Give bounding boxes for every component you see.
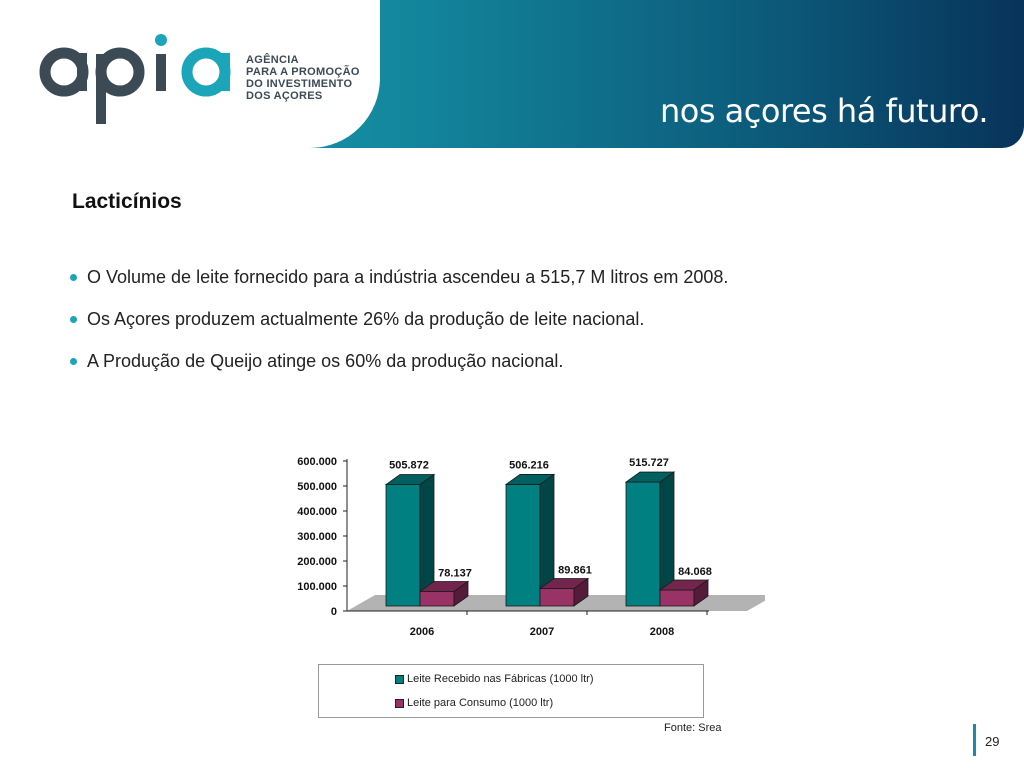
legend-label: Leite Recebido nas Fábricas (1000 ltr) [407, 673, 594, 685]
y-tick-label: 300.000 [297, 531, 337, 543]
header-banner: AGÊNCIA PARA A PROMOÇÃO DO INVESTIMENTO … [0, 0, 1024, 148]
bar-side-2006-1 [453, 580, 469, 607]
bullet-dot-icon [70, 357, 77, 365]
agency-line-1: AGÊNCIA [246, 54, 299, 66]
page-number: 29 [985, 734, 1000, 749]
bullet-dot-icon [70, 315, 77, 323]
bullet-text: A Produção de Queijo atinge os 60% da pr… [87, 350, 564, 371]
bar-leite-recebido-2007 [505, 484, 541, 607]
bar-side-2008-1 [693, 579, 709, 607]
bar-leite-recebido-2008 [625, 481, 661, 607]
bar-side-2007-1 [573, 577, 589, 607]
y-tick-label: 400.000 [297, 506, 337, 518]
y-tick-label: 200.000 [297, 556, 337, 568]
legend-swatch-series1 [395, 674, 404, 684]
y-tick-label: 600.000 [297, 456, 337, 468]
bullet-item: A Produção de Queijo atinge os 60% da pr… [70, 340, 970, 382]
bar-chart: 0 100.000 200.000 300.000 400.000 500.000 600.… [297, 456, 765, 638]
y-tick-label: 0 [331, 606, 337, 618]
legend-label: Leite para Consumo (1000 ltr) [407, 697, 554, 709]
data-label: 506.216 [509, 459, 549, 471]
y-tick-label: 100.000 [297, 581, 337, 593]
bar-leite-consumo-2007 [539, 588, 575, 607]
data-label: 505.872 [389, 460, 429, 472]
bullet-text: Os Açores produzem actualmente 26% da pr… [87, 308, 645, 329]
data-label: 89.861 [558, 565, 592, 577]
bar-leite-recebido-2006 [385, 484, 421, 607]
bar-leite-consumo-2006 [419, 591, 455, 607]
bullet-item: O Volume de leite fornecido para a indús… [70, 256, 970, 298]
bullet-list: O Volume de leite fornecido para a indús… [70, 256, 970, 382]
bullet-text: O Volume de leite fornecido para a indús… [87, 266, 729, 287]
legend-item-series1: Leite Recebido nas Fábricas (1000 ltr) [395, 673, 593, 685]
legend-item-series2: Leite para Consumo (1000 ltr) [395, 697, 553, 709]
agency-line-3: DO INVESTIMENTO [246, 78, 353, 90]
apia-logo [39, 34, 231, 124]
page-number-bar [973, 724, 976, 756]
legend-swatch-series2 [395, 698, 404, 708]
bullet-item: Os Açores produzem actualmente 26% da pr… [70, 298, 970, 340]
x-tick-label: 2007 [530, 626, 554, 638]
x-tick-label: 2006 [410, 626, 434, 638]
tagline: nos açores há futuro. [659, 92, 989, 130]
bullet-dot-icon [70, 273, 77, 281]
data-label: 78.137 [438, 567, 472, 579]
data-label: 515.727 [629, 457, 669, 469]
chart-legend: Leite Recebido nas Fábricas (1000 ltr) L… [318, 664, 704, 718]
y-tick-label: 500.000 [297, 481, 337, 493]
x-tick-label: 2008 [650, 626, 674, 638]
data-label: 84.068 [678, 566, 712, 578]
agency-line-2: PARA A PROMOÇÃO [246, 66, 360, 78]
logo-area: AGÊNCIA PARA A PROMOÇÃO DO INVESTIMENTO … [0, 0, 380, 148]
source-note: Fonte: Srea [664, 722, 722, 734]
agency-line-4: DOS AÇORES [246, 90, 323, 102]
slide-title: Lacticínios [72, 190, 182, 213]
bar-leite-consumo-2008 [659, 589, 695, 607]
